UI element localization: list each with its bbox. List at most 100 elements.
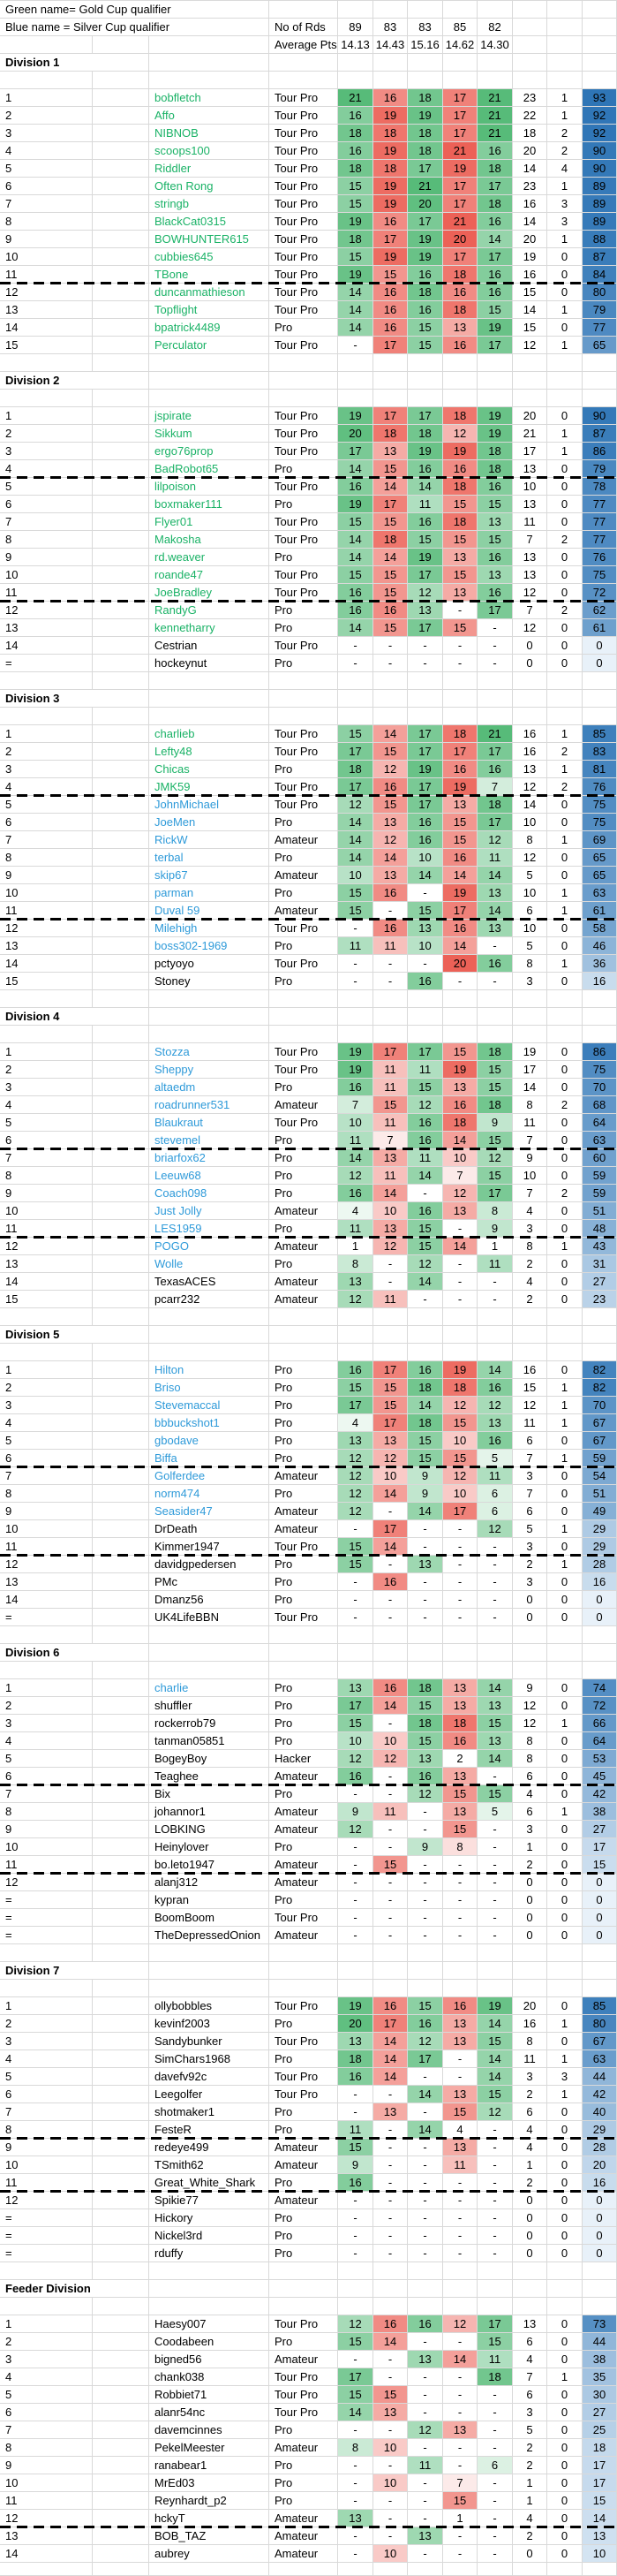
total-points-cell[interactable]: 0 [583, 2209, 617, 2227]
round-score-cell[interactable]: 17 [443, 107, 478, 125]
round-score-cell[interactable]: 10 [443, 1149, 478, 1167]
status-cell[interactable]: Tour Pro [269, 248, 338, 266]
empty-cell[interactable] [338, 708, 373, 725]
rank-cell[interactable]: 13 [0, 619, 93, 637]
player-name-cell[interactable]: Flyer01 [149, 513, 269, 531]
round-score-cell[interactable]: - [478, 2209, 513, 2227]
round-score-cell[interactable]: 12 [478, 2103, 513, 2121]
status-cell[interactable]: Amateur [269, 2439, 338, 2457]
wins-count-cell[interactable]: 0 [547, 2245, 583, 2262]
total-points-cell[interactable]: 16 [583, 2174, 617, 2192]
status-cell[interactable]: Pro [269, 1838, 338, 1856]
round-score-cell[interactable]: 17 [338, 743, 373, 761]
empty-cell[interactable] [443, 1, 478, 19]
player-name-cell[interactable]: BlackCat0315 [149, 213, 269, 231]
empty-cell[interactable] [93, 990, 149, 1008]
round-score-cell[interactable]: 15 [338, 513, 373, 531]
empty-cell[interactable] [373, 1980, 408, 1997]
round-score-cell[interactable]: 11 [408, 1149, 443, 1167]
no-of-rds-value[interactable]: 83 [408, 19, 443, 36]
wins-count-cell[interactable]: 0 [547, 1856, 583, 1874]
empty-cell[interactable] [149, 1662, 269, 1679]
spacer-cell[interactable] [93, 1220, 149, 1238]
player-name-cell[interactable]: LES1959 [149, 1220, 269, 1238]
player-name-cell[interactable]: Chicas [149, 761, 269, 778]
total-points-cell[interactable]: 38 [583, 2351, 617, 2368]
round-score-cell[interactable]: - [408, 2139, 443, 2156]
rounds-count-cell[interactable]: 3 [513, 2404, 547, 2421]
status-cell[interactable]: Pro [269, 2421, 338, 2439]
rounds-count-cell[interactable]: 2 [513, 1856, 547, 1874]
round-score-cell[interactable]: - [338, 955, 373, 973]
round-score-cell[interactable]: 14 [373, 1697, 408, 1715]
status-cell[interactable]: Tour Pro [269, 142, 338, 160]
empty-cell[interactable] [583, 72, 617, 89]
spacer-cell[interactable] [93, 1503, 149, 1520]
status-cell[interactable]: Tour Pro [269, 920, 338, 937]
round-score-cell[interactable]: - [478, 2174, 513, 2192]
rank-cell[interactable]: 9 [0, 231, 93, 248]
empty-cell[interactable] [583, 1944, 617, 1962]
spacer-cell[interactable] [93, 1291, 149, 1308]
round-score-cell[interactable]: - [373, 2351, 408, 2368]
empty-cell[interactable] [373, 1326, 408, 1344]
spacer-cell[interactable] [93, 2015, 149, 2033]
round-score-cell[interactable]: 13 [408, 1556, 443, 1573]
round-score-cell[interactable]: 12 [338, 1503, 373, 1520]
player-name-cell[interactable]: JoeMen [149, 814, 269, 831]
round-score-cell[interactable]: 19 [408, 107, 443, 125]
empty-cell[interactable] [373, 1644, 408, 1662]
player-name-cell[interactable]: UK4LifeBBN [149, 1609, 269, 1626]
round-score-cell[interactable]: - [408, 1520, 443, 1538]
total-points-cell[interactable]: 92 [583, 125, 617, 142]
round-score-cell[interactable]: 12 [478, 831, 513, 849]
wins-count-cell[interactable]: 1 [547, 425, 583, 443]
empty-cell[interactable] [513, 1944, 547, 1962]
total-points-cell[interactable]: 0 [583, 637, 617, 655]
round-score-cell[interactable]: 14 [443, 1132, 478, 1149]
round-score-cell[interactable]: - [478, 2527, 513, 2545]
empty-cell[interactable] [373, 990, 408, 1008]
round-score-cell[interactable]: 16 [478, 142, 513, 160]
round-score-cell[interactable]: - [338, 2421, 373, 2439]
player-name-cell[interactable]: roande47 [149, 566, 269, 584]
rank-cell[interactable]: 14 [0, 955, 93, 973]
round-score-cell[interactable]: 17 [443, 195, 478, 213]
player-name-cell[interactable]: Biffa [149, 1450, 269, 1467]
rank-cell[interactable]: 3 [0, 125, 93, 142]
player-name-cell[interactable]: briarfox62 [149, 1149, 269, 1167]
round-score-cell[interactable]: 12 [443, 1397, 478, 1414]
wins-count-cell[interactable]: 0 [547, 1909, 583, 1927]
spacer-cell[interactable] [93, 178, 149, 195]
empty-cell[interactable] [513, 2563, 547, 2576]
total-points-cell[interactable]: 0 [583, 1609, 617, 1626]
wins-count-cell[interactable]: 0 [547, 2457, 583, 2474]
spacer-cell[interactable] [93, 814, 149, 831]
player-name-cell[interactable]: Reynhardt_p2 [149, 2492, 269, 2510]
round-score-cell[interactable]: 17 [443, 89, 478, 107]
rank-cell[interactable]: 7 [0, 2103, 93, 2121]
spacer-cell[interactable] [93, 2174, 149, 2192]
round-score-cell[interactable]: 17 [443, 178, 478, 195]
empty-cell[interactable] [478, 1962, 513, 1980]
total-points-cell[interactable]: 64 [583, 1114, 617, 1132]
round-score-cell[interactable]: - [408, 2492, 443, 2510]
empty-cell[interactable] [93, 1026, 149, 1043]
wins-count-cell[interactable]: 0 [547, 1361, 583, 1379]
rank-cell[interactable]: 5 [0, 478, 93, 496]
rank-cell[interactable]: 5 [0, 796, 93, 814]
empty-cell[interactable] [373, 708, 408, 725]
empty-cell[interactable] [513, 1962, 547, 1980]
spacer-cell[interactable] [93, 1821, 149, 1838]
player-name-cell[interactable]: bbbuckshot1 [149, 1414, 269, 1432]
total-points-cell[interactable]: 51 [583, 1202, 617, 1220]
round-score-cell[interactable]: 13 [408, 2351, 443, 2368]
round-score-cell[interactable]: 10 [408, 937, 443, 955]
round-score-cell[interactable]: 17 [373, 1361, 408, 1379]
round-score-cell[interactable]: 14 [408, 2086, 443, 2103]
round-score-cell[interactable]: 6 [478, 1503, 513, 1520]
total-points-cell[interactable]: 90 [583, 142, 617, 160]
round-score-cell[interactable]: 14 [338, 549, 373, 566]
round-score-cell[interactable]: 15 [478, 1785, 513, 1803]
wins-count-cell[interactable]: 0 [547, 867, 583, 884]
